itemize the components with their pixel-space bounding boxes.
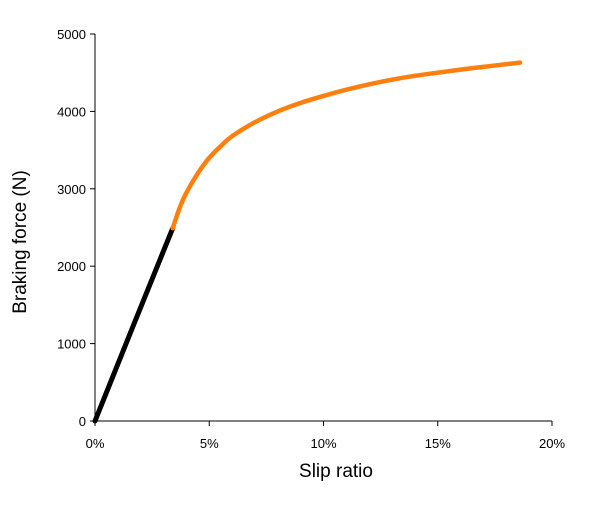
series-layer — [92, 60, 523, 424]
y-tick-label: 1000 — [57, 337, 86, 352]
x-tick-label: 5% — [200, 436, 219, 451]
x-tick-label: 15% — [425, 436, 451, 451]
series-line-1 — [92, 225, 176, 424]
axes — [94, 34, 552, 422]
x-axis-title: Slip ratio — [299, 461, 373, 482]
y-tick-label: 0 — [79, 414, 86, 429]
y-tick-label: 4000 — [57, 104, 86, 119]
y-tick-label: 5000 — [57, 27, 86, 42]
x-ticks: 0% 5% 10% 15% 20% — [86, 421, 565, 451]
y-axis-title: Braking force (N) — [10, 170, 31, 314]
y-tick-label: 3000 — [57, 182, 86, 197]
x-tick-label: 0% — [86, 436, 105, 451]
series-line-2 — [170, 60, 523, 231]
x-tick-label: 20% — [539, 436, 565, 451]
y-ticks: 0 1000 2000 3000 4000 5000 — [57, 27, 95, 429]
x-tick-label: 10% — [310, 436, 336, 451]
y-tick-label: 2000 — [57, 259, 86, 274]
